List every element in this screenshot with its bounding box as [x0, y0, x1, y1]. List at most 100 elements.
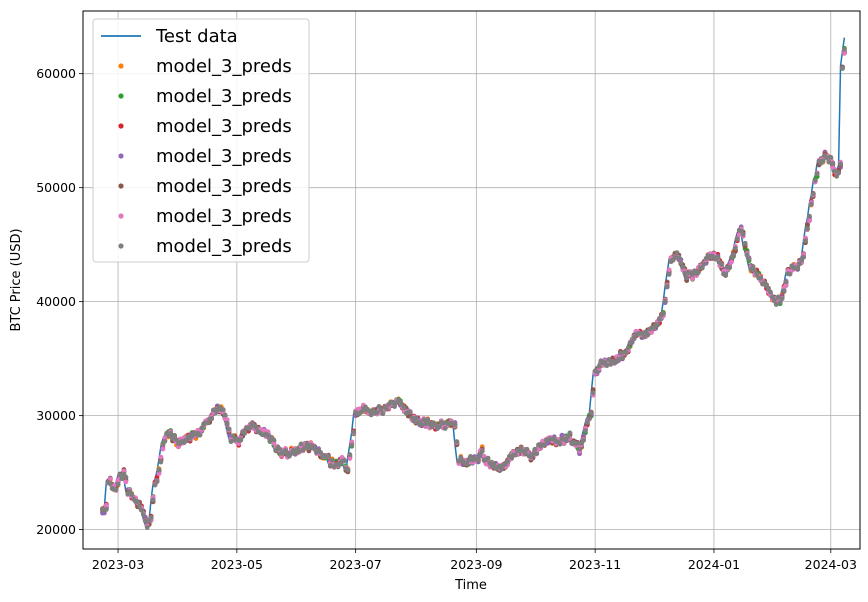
prediction-point	[119, 476, 125, 482]
prediction-point	[327, 463, 333, 468]
prediction-point	[135, 499, 140, 505]
prediction-point	[140, 512, 146, 517]
prediction-point	[801, 254, 806, 260]
prediction-point	[347, 456, 353, 461]
prediction-point	[674, 250, 680, 256]
x-tick-label: 2023-05	[211, 557, 263, 572]
prediction-point	[695, 270, 701, 276]
prediction-point	[413, 415, 419, 421]
prediction-point	[107, 481, 113, 487]
prediction-point	[107, 476, 113, 482]
prediction-point	[197, 432, 203, 438]
prediction-point	[312, 445, 318, 451]
prediction-point	[604, 363, 610, 369]
y-tick-label: 20000	[36, 522, 76, 537]
prediction-point	[142, 518, 148, 524]
prediction-point	[265, 433, 271, 439]
prediction-point	[368, 412, 374, 418]
prediction-point	[672, 254, 678, 260]
prediction-point	[719, 262, 725, 267]
prediction-point	[690, 276, 695, 282]
legend-entry-label: model_3_preds	[156, 86, 292, 107]
prediction-point	[727, 265, 732, 270]
x-tick-label: 2023-03	[92, 557, 144, 572]
prediction-point	[812, 178, 818, 183]
prediction-point	[797, 261, 803, 267]
prediction-point	[842, 50, 847, 56]
prediction-point	[664, 284, 670, 289]
prediction-point	[639, 330, 645, 336]
prediction-point	[563, 438, 569, 443]
prediction-point	[103, 506, 109, 512]
prediction-point	[158, 454, 164, 460]
prediction-point	[304, 441, 310, 447]
legend-entry-label: model_3_preds	[156, 176, 292, 197]
prediction-point	[137, 503, 142, 509]
legend-entry-label: Test data	[155, 26, 238, 47]
legend-entry-label: model_3_preds	[156, 146, 292, 167]
prediction-point	[588, 410, 594, 416]
prediction-point	[248, 424, 253, 430]
legend-marker-swatch	[118, 153, 124, 159]
prediction-point	[666, 267, 672, 273]
prediction-point	[581, 438, 586, 443]
prediction-point	[139, 507, 144, 513]
prediction-point	[390, 400, 396, 406]
prediction-point	[618, 350, 623, 356]
prediction-point	[349, 442, 355, 448]
prediction-point	[832, 168, 838, 174]
prediction-point	[366, 408, 372, 414]
prediction-point	[806, 213, 812, 219]
legend-marker-swatch	[118, 123, 124, 129]
prediction-point	[150, 497, 156, 503]
prediction-point	[524, 446, 530, 452]
prediction-point	[680, 264, 686, 270]
prediction-point	[491, 461, 497, 467]
prediction-point	[657, 317, 662, 322]
prediction-point	[158, 459, 164, 465]
y-tick-label: 30000	[36, 408, 76, 423]
prediction-point	[156, 467, 162, 473]
prediction-point	[205, 420, 211, 426]
prediction-point	[699, 265, 705, 270]
prediction-point	[160, 446, 166, 452]
prediction-point	[838, 161, 843, 167]
prediction-point	[577, 446, 582, 452]
prediction-point	[729, 259, 734, 265]
prediction-point	[483, 461, 489, 467]
prediction-point	[616, 356, 621, 362]
prediction-point	[567, 431, 573, 436]
x-axis-ticks: 2023-03 2023-05 2023-07 2023-09 2023-11 2024-…	[92, 549, 857, 572]
prediction-point	[458, 455, 464, 460]
prediction-point	[530, 451, 536, 457]
prediction-point	[758, 275, 764, 281]
prediction-point	[423, 421, 429, 427]
prediction-point	[162, 435, 168, 441]
prediction-point	[154, 478, 160, 484]
y-tick-label: 60000	[36, 66, 76, 81]
prediction-point	[392, 404, 397, 409]
prediction-point	[253, 425, 259, 431]
prediction-point	[419, 422, 425, 428]
prediction-point	[499, 466, 505, 472]
prediction-point	[783, 279, 789, 285]
legend-box	[92, 18, 310, 263]
prediction-point	[594, 369, 600, 375]
prediction-point	[512, 452, 518, 458]
legend-marker-swatch	[118, 243, 124, 249]
y-axis-ticks: 20000 30000 40000 50000 60000	[36, 66, 83, 537]
prediction-point	[485, 455, 491, 461]
prediction-point	[226, 426, 232, 432]
prediction-point	[834, 173, 840, 179]
y-tick-label: 40000	[36, 294, 76, 309]
prediction-point	[744, 252, 750, 258]
prediction-point	[610, 355, 616, 361]
prediction-point	[732, 245, 738, 251]
prediction-point	[754, 271, 760, 277]
prediction-point	[261, 428, 267, 433]
legend-entry-label: model_3_preds	[156, 116, 292, 137]
prediction-point	[684, 275, 690, 280]
legend-entry-label: model_3_preds	[156, 206, 292, 227]
prediction-point	[456, 458, 462, 464]
prediction-point	[736, 232, 742, 238]
